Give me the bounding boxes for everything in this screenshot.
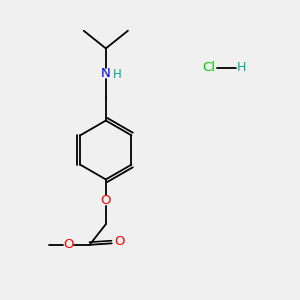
Text: O: O [63, 238, 74, 251]
Text: O: O [100, 194, 111, 207]
Text: Cl: Cl [202, 61, 215, 74]
Text: H: H [112, 68, 122, 81]
Text: H: H [237, 61, 246, 74]
Text: O: O [115, 236, 125, 248]
Text: N: N [101, 67, 111, 80]
